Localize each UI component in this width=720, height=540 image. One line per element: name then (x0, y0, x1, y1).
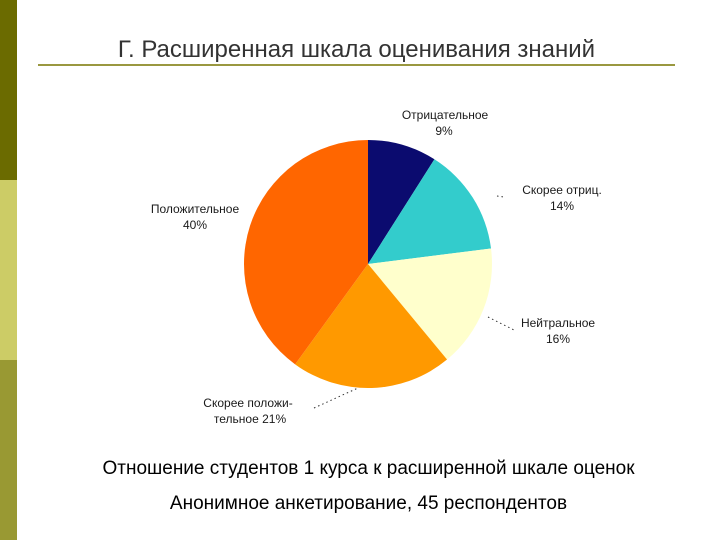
chart-caption: Отношение студентов 1 курса к расширенно… (102, 458, 635, 479)
pie-slice-positive (243, 140, 368, 365)
pie-slice-negative (368, 140, 435, 264)
data-label-rather-positive-percent: тельное 21% (214, 412, 287, 426)
data-label-rather-negative-percent: 14% (550, 199, 574, 213)
leader-line-rather-negative (496, 195, 505, 198)
pie-slice-neutral (368, 248, 492, 360)
data-label-positive-name: Положительное (151, 202, 240, 216)
title-underline (38, 64, 675, 66)
leader-line-rather-positive (313, 387, 359, 409)
data-label-rather-negative-name: Скорее отриц. (522, 183, 602, 197)
data-label-rather-positive-name: Скорее положи- (203, 396, 292, 410)
data-label-negative-name: Отрицательное (402, 108, 489, 122)
pie-slice-rather-negative (368, 159, 492, 264)
pie-slices (243, 140, 492, 389)
chart-subcaption: Анонимное анкетирование, 45 респондентов (169, 493, 568, 514)
pie-slice-rather-positive (295, 264, 448, 389)
data-label-positive-percent: 40% (183, 218, 207, 232)
leader-line-neutral (487, 316, 517, 332)
accent-bar (0, 0, 17, 540)
slide-title: Г. Расширенная шкала оценивания знаний (117, 36, 596, 63)
accent-bar-segment-top (0, 0, 17, 180)
data-label-neutral-percent: 16% (546, 332, 570, 346)
data-label-neutral-name: Нейтральное (521, 316, 595, 330)
data-label-negative-percent: 9% (435, 124, 453, 138)
accent-bar-segment-bottom (0, 360, 17, 540)
accent-bar-segment-middle (0, 180, 17, 360)
